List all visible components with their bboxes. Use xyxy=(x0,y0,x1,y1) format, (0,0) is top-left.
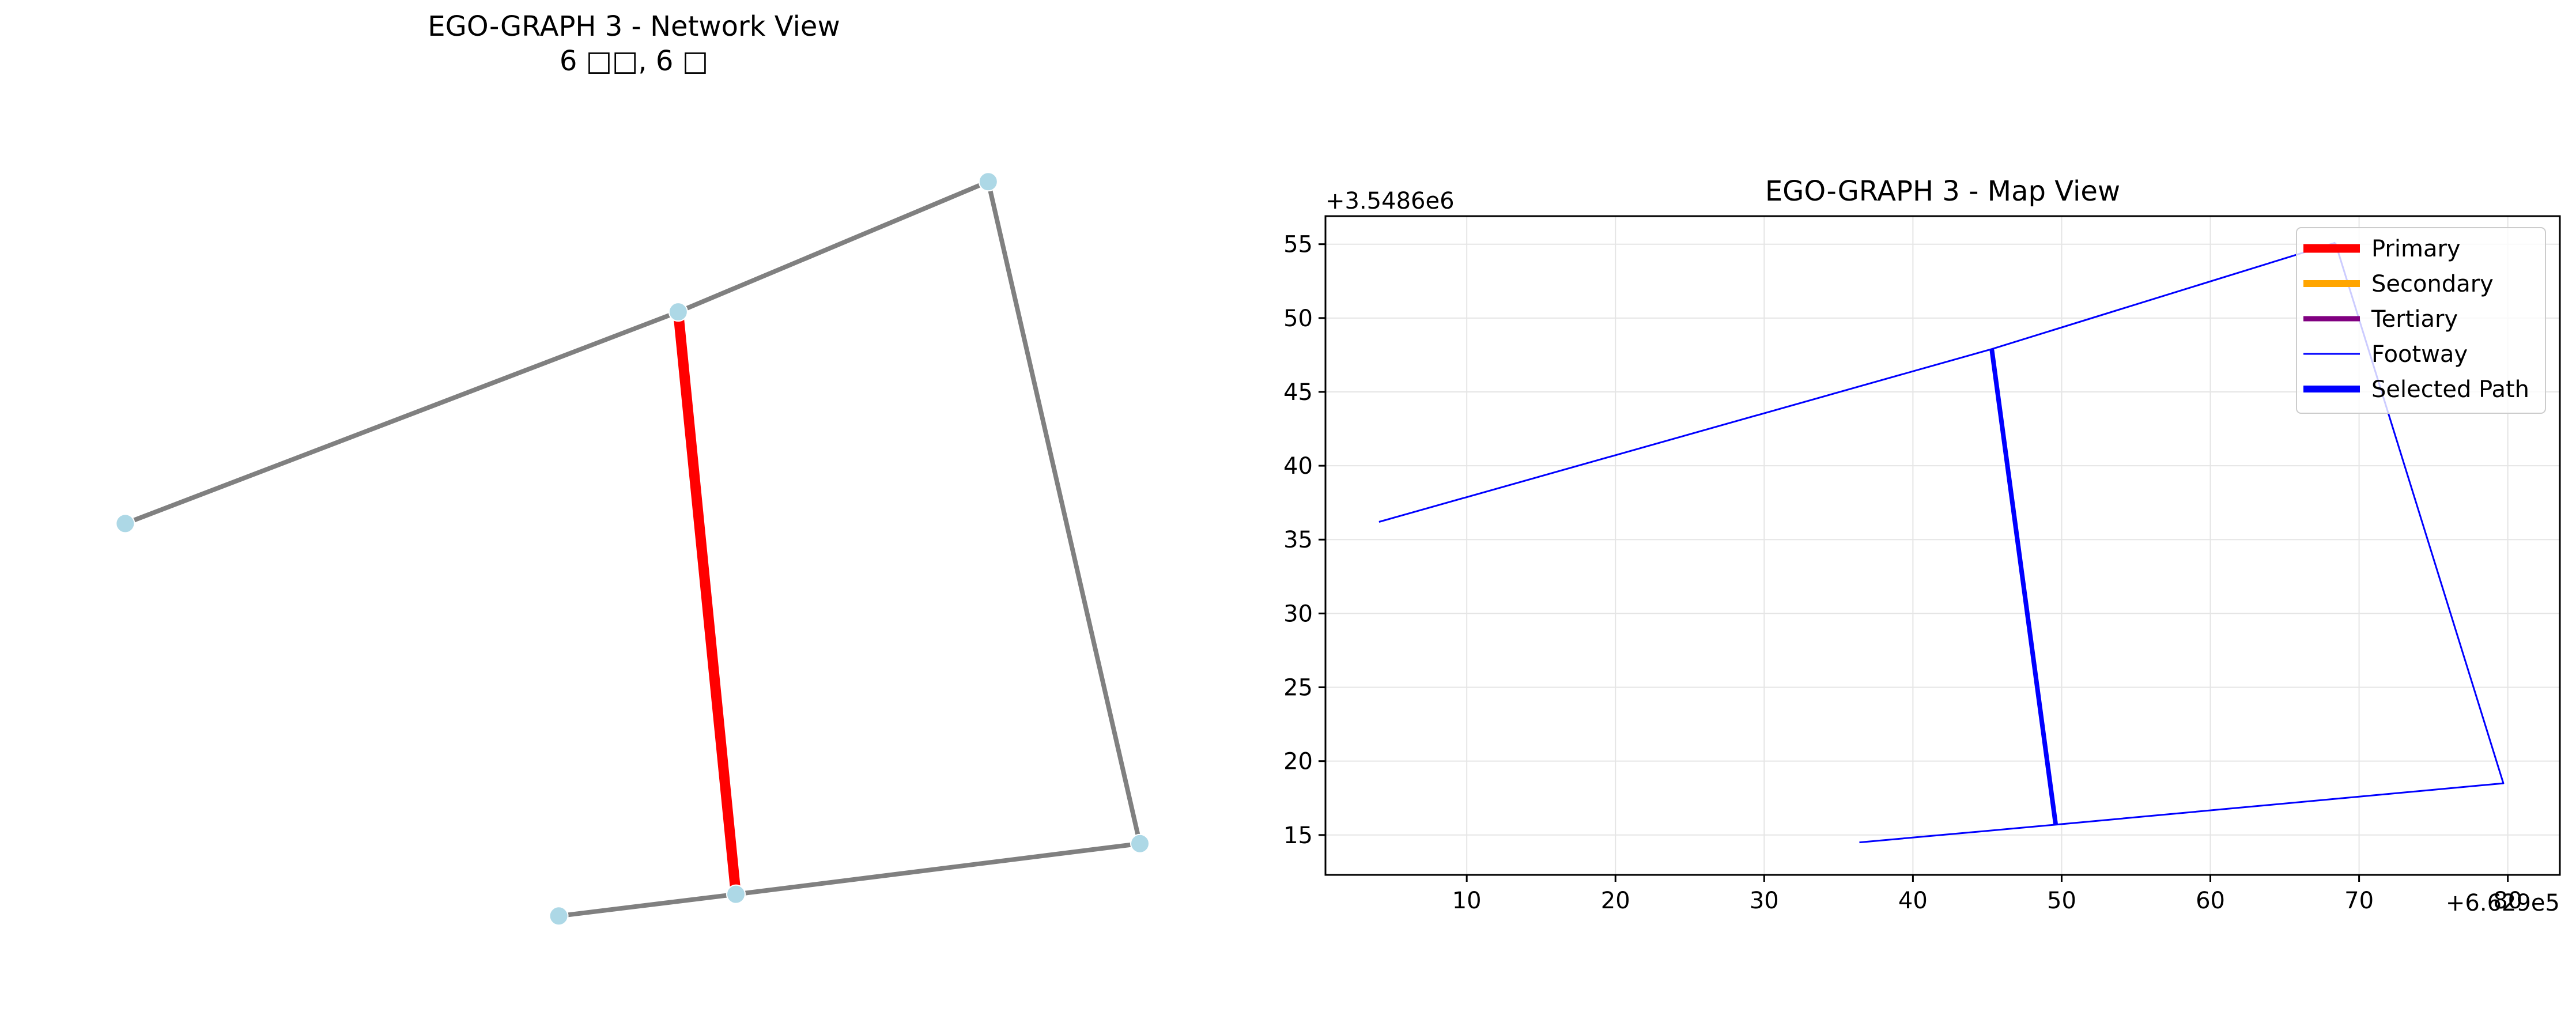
y-axis-ticks: 15 20 25 30 35 40 45 50 55 xyxy=(1283,232,1325,849)
legend-label: Primary xyxy=(2371,236,2461,262)
legend-label: Footway xyxy=(2371,341,2468,368)
y-tick-label: 15 xyxy=(1283,822,1313,849)
y-tick-label: 50 xyxy=(1283,305,1313,332)
network-edge xyxy=(558,892,736,919)
map-view-panel: EGO-GRAPH 3 - Map View +3.5486e6 +6.629e… xyxy=(1283,175,2561,916)
y-axis-offset-label: +3.5486e6 xyxy=(1325,188,1455,214)
network-node xyxy=(1130,833,1150,854)
network-edge xyxy=(985,181,1142,844)
x-tick-label: 30 xyxy=(1750,888,1779,914)
x-tick-label: 50 xyxy=(2047,888,2076,914)
y-tick-label: 30 xyxy=(1283,601,1313,627)
x-tick-label: 40 xyxy=(1898,888,1928,914)
network-view-title: EGO-GRAPH 3 - Network View xyxy=(428,10,840,43)
x-tick-label: 70 xyxy=(2344,888,2374,914)
network-nodes xyxy=(115,172,1150,926)
y-tick-label: 40 xyxy=(1283,453,1313,480)
x-tick-label: 10 xyxy=(1452,888,1482,914)
y-tick-label: 20 xyxy=(1283,749,1313,775)
legend-label: Tertiary xyxy=(2371,306,2458,333)
network-view-subtitle: 6 □□, 6 □ xyxy=(560,45,708,77)
selected-path-line xyxy=(1989,349,2058,825)
network-node xyxy=(115,514,135,534)
legend-label: Secondary xyxy=(2371,271,2494,297)
x-axis-ticks: 10 20 30 40 50 60 70 80 xyxy=(1452,875,2522,914)
footway-line xyxy=(1859,242,2505,844)
network-edge xyxy=(124,309,679,526)
network-edge xyxy=(735,841,1140,897)
y-tick-label: 35 xyxy=(1283,527,1313,553)
network-node xyxy=(978,172,998,192)
network-edge-highlighted xyxy=(673,311,741,895)
y-tick-label: 45 xyxy=(1283,379,1313,406)
map-lines xyxy=(1378,241,2505,844)
network-edges xyxy=(124,179,1142,919)
x-tick-label: 60 xyxy=(2196,888,2225,914)
network-node xyxy=(668,302,688,322)
map-axes-frame xyxy=(1324,215,2561,876)
network-node xyxy=(549,906,569,926)
legend-box xyxy=(2296,227,2546,414)
network-view-panel: EGO-GRAPH 3 - Network View 6 □□, 6 □ xyxy=(115,10,1150,926)
legend: Primary Secondary Tertiary Footway Selected … xyxy=(2296,227,2546,414)
network-node xyxy=(726,884,746,904)
map-view-title: EGO-GRAPH 3 - Map View xyxy=(1765,175,2120,207)
y-tick-label: 55 xyxy=(1283,232,1313,258)
legend-label: Selected Path xyxy=(2371,376,2529,403)
x-tick-label: 20 xyxy=(1601,888,1630,914)
x-axis-offset-label: +6.629e5 xyxy=(2446,890,2560,916)
network-edge xyxy=(677,179,989,314)
x-tick-label: 80 xyxy=(2493,888,2522,914)
y-tick-label: 25 xyxy=(1283,675,1313,701)
